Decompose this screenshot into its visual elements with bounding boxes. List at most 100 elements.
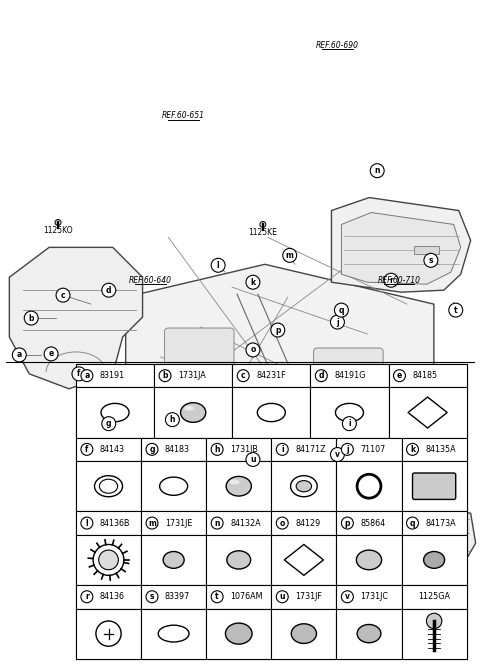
Bar — [206, 585, 271, 609]
Circle shape — [24, 311, 38, 325]
Text: m: m — [148, 519, 156, 528]
Text: b: b — [28, 314, 34, 323]
Text: h: h — [215, 445, 220, 454]
Text: c: c — [241, 371, 245, 380]
Bar — [402, 585, 467, 609]
Bar — [141, 437, 206, 461]
Text: q: q — [410, 519, 415, 528]
Circle shape — [81, 444, 93, 456]
Circle shape — [81, 591, 93, 603]
Text: m: m — [286, 251, 294, 260]
Circle shape — [276, 444, 288, 456]
Ellipse shape — [163, 552, 184, 569]
Bar — [271, 461, 336, 511]
Circle shape — [211, 444, 223, 456]
Circle shape — [55, 220, 61, 226]
Bar — [414, 247, 439, 254]
Circle shape — [146, 517, 158, 529]
Text: 84136: 84136 — [100, 592, 125, 601]
Text: 1125GA: 1125GA — [418, 592, 450, 601]
Circle shape — [449, 303, 463, 317]
Text: 84136B: 84136B — [100, 519, 130, 528]
Circle shape — [44, 347, 58, 361]
Text: 1731JB: 1731JB — [230, 445, 258, 454]
Text: h: h — [169, 415, 175, 424]
Ellipse shape — [424, 552, 444, 569]
Bar — [141, 609, 206, 659]
Text: v: v — [335, 450, 340, 459]
Text: 84185: 84185 — [412, 371, 438, 380]
Circle shape — [370, 164, 384, 177]
Text: r: r — [389, 276, 393, 285]
Circle shape — [407, 517, 419, 529]
Text: k: k — [410, 445, 415, 454]
Text: l: l — [85, 519, 88, 528]
Text: i: i — [348, 419, 351, 428]
Bar — [154, 388, 232, 437]
Text: REF.60-651: REF.60-651 — [162, 112, 205, 120]
Text: a: a — [84, 371, 89, 380]
Text: 1125KE: 1125KE — [249, 228, 277, 237]
Circle shape — [426, 614, 442, 629]
Bar — [271, 437, 336, 461]
Bar — [402, 511, 467, 535]
Circle shape — [283, 249, 297, 262]
Text: e: e — [48, 349, 54, 358]
Text: c: c — [60, 291, 65, 300]
Circle shape — [341, 591, 353, 603]
Text: g: g — [149, 445, 155, 454]
Text: 84191G: 84191G — [334, 371, 366, 380]
Circle shape — [246, 276, 260, 289]
Polygon shape — [9, 247, 143, 389]
Text: j: j — [336, 318, 339, 327]
Circle shape — [246, 452, 260, 466]
Polygon shape — [126, 264, 434, 472]
Text: 1076AM: 1076AM — [230, 592, 263, 601]
Circle shape — [81, 370, 93, 382]
Bar — [271, 609, 336, 659]
Text: d: d — [106, 286, 111, 295]
Bar — [206, 461, 271, 511]
Text: n: n — [374, 166, 380, 175]
Ellipse shape — [184, 406, 194, 411]
Ellipse shape — [229, 480, 240, 485]
Text: 84132A: 84132A — [230, 519, 261, 528]
Ellipse shape — [180, 403, 206, 422]
Text: r: r — [85, 592, 89, 601]
Text: 1731JF: 1731JF — [295, 592, 322, 601]
Circle shape — [341, 517, 353, 529]
Circle shape — [276, 517, 288, 529]
Circle shape — [81, 517, 93, 529]
Circle shape — [12, 348, 26, 362]
Bar — [388, 364, 467, 388]
Text: 84231F: 84231F — [256, 371, 286, 380]
Bar — [402, 609, 467, 659]
Circle shape — [407, 444, 419, 456]
Circle shape — [330, 448, 344, 462]
Circle shape — [330, 315, 344, 329]
Bar — [271, 585, 336, 609]
Circle shape — [211, 517, 223, 529]
Text: 85864: 85864 — [360, 519, 385, 528]
Bar — [154, 364, 232, 388]
Ellipse shape — [291, 624, 316, 643]
Bar — [402, 461, 467, 511]
Text: f: f — [85, 445, 89, 454]
FancyBboxPatch shape — [313, 348, 383, 404]
Circle shape — [166, 413, 180, 427]
Circle shape — [211, 591, 223, 603]
Text: p: p — [345, 519, 350, 528]
Circle shape — [271, 323, 285, 337]
Ellipse shape — [99, 550, 119, 570]
Text: 1125KO: 1125KO — [43, 226, 73, 235]
Text: 84171Z: 84171Z — [295, 445, 326, 454]
Ellipse shape — [357, 624, 381, 642]
Circle shape — [56, 288, 70, 302]
Bar — [76, 535, 141, 585]
Circle shape — [276, 591, 288, 603]
Circle shape — [72, 367, 86, 381]
Text: 1731JA: 1731JA — [178, 371, 206, 380]
Text: REF.60-690: REF.60-690 — [316, 41, 359, 50]
Text: o: o — [250, 345, 256, 354]
Circle shape — [341, 444, 353, 456]
